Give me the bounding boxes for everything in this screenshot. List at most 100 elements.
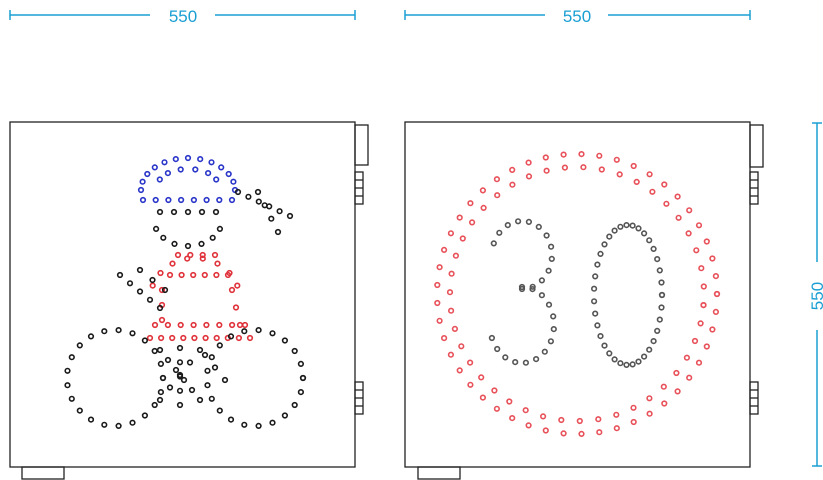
- frame-led: [176, 401, 184, 409]
- arm-led: [126, 280, 134, 287]
- inner-ring-led: [649, 188, 656, 195]
- outer-ring-led: [709, 255, 716, 262]
- outer-ring-led: [578, 430, 585, 438]
- inner-ring-led: [458, 343, 465, 350]
- front-wheel-led: [129, 419, 136, 426]
- digit-0-led: [654, 256, 661, 263]
- rear-wheel-led: [204, 382, 211, 389]
- helmet-inner-led: [205, 170, 212, 177]
- inner-ring-led: [598, 166, 605, 173]
- outer-ring-led: [661, 400, 668, 407]
- rear-wheel-led: [299, 374, 307, 382]
- visor-led: [261, 202, 268, 209]
- outer-ring-led: [712, 273, 720, 280]
- helmet-led: [139, 178, 146, 185]
- inner-ring-led: [522, 407, 529, 414]
- outer-ring-led: [434, 299, 441, 307]
- digit-0-led: [650, 245, 657, 252]
- outer-ring-led: [542, 154, 549, 161]
- body-led: [169, 334, 176, 342]
- frame-led: [201, 351, 209, 359]
- body-led: [214, 260, 221, 267]
- digit-0-led: [597, 333, 604, 340]
- front-wheel-led: [151, 401, 158, 409]
- body-led: [241, 321, 249, 329]
- inner-ring-led: [613, 411, 620, 418]
- inner-ring-led: [683, 354, 691, 361]
- body-led: [158, 286, 166, 294]
- helmet-led: [184, 154, 192, 162]
- frame-led: [156, 346, 164, 354]
- outer-ring-led: [661, 181, 668, 188]
- outer-ring-led: [447, 351, 455, 358]
- inner-ring-led: [558, 416, 565, 424]
- outer-ring-led: [709, 326, 716, 333]
- helmet-led: [172, 156, 179, 163]
- helmet-led: [151, 164, 158, 171]
- helmet-brim-led: [178, 196, 185, 204]
- rear-wheel-led: [255, 327, 262, 334]
- front-wheel-led: [151, 347, 158, 355]
- outer-ring-led: [479, 394, 487, 401]
- outer-ring-led: [542, 427, 549, 434]
- digit-0-led: [594, 261, 601, 268]
- helmet-led: [230, 178, 237, 185]
- rear-wheel-led: [291, 347, 298, 355]
- digit-0-led: [623, 222, 630, 229]
- rear-wheel-led: [216, 342, 223, 349]
- inner-ring-led: [660, 383, 667, 390]
- inner-ring-led: [478, 374, 485, 381]
- frame-led: [164, 356, 172, 364]
- body-led: [216, 321, 223, 329]
- inner-ring-led: [646, 395, 653, 402]
- inner-ring-led: [446, 289, 454, 296]
- front-wheel-led: [101, 328, 108, 335]
- outer-ring-led: [578, 151, 585, 158]
- frame-led: [211, 364, 219, 371]
- inner-ring-led: [491, 387, 498, 394]
- front-wheel-led: [141, 337, 148, 344]
- outer-ring-led: [596, 152, 603, 159]
- outer-ring-led: [686, 374, 693, 381]
- visor-led: [276, 208, 283, 215]
- inner-ring-led: [452, 252, 460, 259]
- inner-ring-led: [580, 164, 587, 171]
- body-led: [158, 316, 166, 324]
- outer-ring-led: [712, 308, 720, 316]
- digit-0-led: [617, 223, 624, 230]
- left-sign-housing: [9, 121, 369, 480]
- digit-3-led: [550, 313, 557, 320]
- left-bottom-foot: [21, 466, 65, 480]
- body-led: [199, 255, 206, 262]
- dimension-left-width-label: 550: [169, 7, 197, 26]
- rear-wheel-led: [241, 421, 248, 428]
- inner-ring-led: [480, 204, 487, 211]
- digit-3-led: [504, 222, 511, 229]
- body-led: [178, 271, 185, 279]
- digit-0-led: [594, 322, 601, 329]
- digit-0-led: [656, 316, 663, 323]
- digit-3-led: [543, 232, 550, 239]
- body-led: [190, 321, 197, 329]
- front-wheel-led: [157, 360, 164, 368]
- digit-3-led: [496, 229, 503, 236]
- frame-led: [196, 346, 204, 354]
- body-led: [228, 286, 236, 294]
- digit-0-led: [623, 361, 630, 369]
- digit-0-led: [611, 356, 618, 363]
- outer-ring-led: [613, 156, 620, 163]
- right-sign-housing: [404, 121, 764, 480]
- inner-ring-led: [663, 200, 670, 207]
- inner-ring-led: [576, 417, 583, 425]
- face-led: [198, 240, 205, 247]
- frame-led: [188, 386, 196, 394]
- inner-ring-led: [448, 307, 455, 314]
- body-led: [149, 282, 156, 289]
- digit-0-led: [650, 338, 657, 345]
- outer-ring-led: [493, 176, 501, 183]
- inner-ring-led: [506, 398, 513, 405]
- digit-0-led: [658, 304, 665, 311]
- digit-3-led: [488, 334, 496, 342]
- digit-0-led: [611, 227, 618, 234]
